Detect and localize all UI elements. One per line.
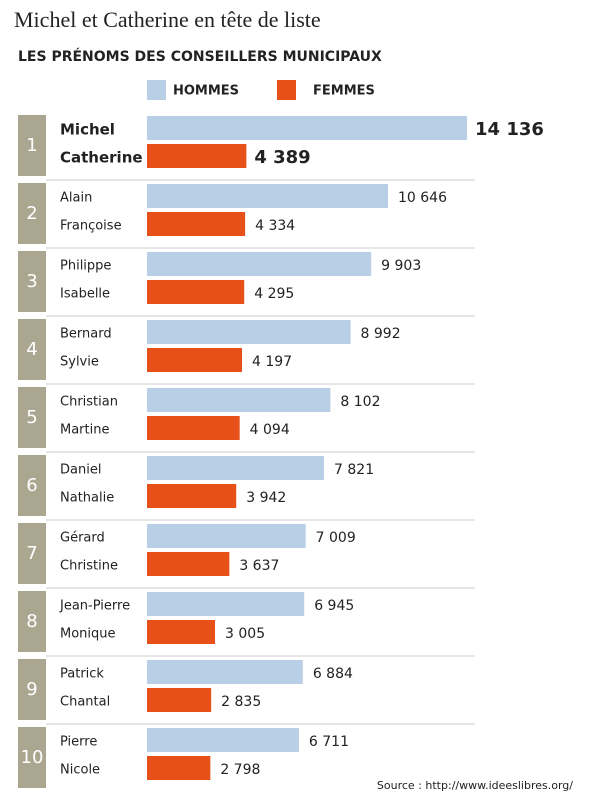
- name-label: Monique: [60, 627, 116, 642]
- bar: [147, 660, 303, 684]
- name-label: Isabelle: [60, 287, 110, 302]
- value-label: 14 136: [475, 119, 544, 140]
- bar: [147, 484, 237, 508]
- legend-swatch: [277, 80, 296, 100]
- rank-label: 2: [26, 203, 37, 224]
- bar: [147, 688, 212, 712]
- name-label: Patrick: [60, 667, 104, 682]
- rank-box: [18, 455, 46, 516]
- value-label: 8 102: [340, 394, 380, 410]
- bar: [147, 184, 388, 208]
- chart-subtitle: LES PRÉNOMS DES CONSEILLERS MUNICIPAUX: [18, 48, 382, 65]
- name-label: Martine: [60, 423, 109, 438]
- bar: [147, 456, 325, 480]
- value-label: 2 798: [220, 762, 260, 778]
- bar: [147, 252, 372, 276]
- name-label: Françoise: [60, 219, 122, 234]
- bar: [147, 212, 246, 236]
- name-label: Nathalie: [60, 491, 114, 506]
- name-label: Christian: [60, 395, 118, 410]
- name-label: Christine: [60, 559, 118, 574]
- value-label: 7 009: [316, 530, 356, 546]
- value-label: 6 884: [313, 666, 353, 682]
- value-label: 3 005: [225, 626, 265, 642]
- name-label: Nicole: [60, 763, 100, 778]
- value-label: 4 334: [255, 218, 295, 234]
- value-label: 2 835: [221, 694, 261, 710]
- bar: [147, 388, 331, 412]
- rank-label: 7: [26, 543, 37, 564]
- name-label: Bernard: [60, 327, 112, 342]
- rank-box: [18, 387, 46, 448]
- legend-swatch: [147, 80, 166, 100]
- rank-box: [18, 591, 46, 652]
- name-label: Pierre: [60, 735, 97, 750]
- rank-label: 10: [21, 747, 44, 768]
- value-label: 8 992: [361, 326, 401, 342]
- rank-label: 4: [26, 339, 37, 360]
- chart-title: Michel et Catherine en tête de liste: [14, 7, 321, 32]
- name-label: Michel: [60, 121, 115, 139]
- value-label: 4 197: [252, 354, 292, 370]
- value-label: 3 637: [239, 558, 279, 574]
- name-label: Catherine: [60, 149, 143, 167]
- bar: [147, 592, 305, 616]
- bar: [147, 144, 247, 168]
- value-label: 10 646: [398, 190, 447, 206]
- name-label: Chantal: [60, 695, 110, 710]
- name-label: Gérard: [60, 531, 105, 546]
- rank-label: 8: [26, 611, 37, 632]
- rank-label: 1: [26, 135, 37, 156]
- legend-label: FEMMES: [313, 84, 375, 99]
- source: Source : http://www.ideeslibres.org/: [377, 779, 573, 792]
- bar: [147, 620, 216, 644]
- rank-label: 3: [26, 271, 37, 292]
- bar: [147, 348, 243, 372]
- value-label: 4 295: [254, 286, 294, 302]
- rank-box: [18, 251, 46, 312]
- value-label: 6 711: [309, 734, 349, 750]
- bar: [147, 756, 211, 780]
- legend-label: HOMMES: [173, 84, 239, 99]
- bar: [147, 524, 306, 548]
- bar: [147, 116, 467, 140]
- name-label: Philippe: [60, 259, 111, 274]
- value-label: 9 903: [381, 258, 421, 274]
- name-label: Sylvie: [60, 355, 99, 370]
- bar: [147, 280, 245, 304]
- rank-box: [18, 183, 46, 244]
- value-label: 6 945: [314, 598, 354, 614]
- rank-box: [18, 115, 46, 176]
- name-label: Jean-Pierre: [59, 599, 130, 614]
- rank-box: [18, 659, 46, 720]
- bar: [147, 416, 240, 440]
- bar: [147, 320, 351, 344]
- name-label: Alain: [60, 191, 92, 206]
- rank-label: 6: [26, 475, 37, 496]
- value-label: 3 942: [246, 490, 286, 506]
- rank-box: [18, 727, 46, 788]
- rank-label: 9: [26, 679, 37, 700]
- bar: [147, 728, 299, 752]
- value-label: 4 389: [254, 147, 310, 168]
- value-label: 4 094: [250, 422, 290, 438]
- value-label: 7 821: [334, 462, 374, 478]
- rank-box: [18, 523, 46, 584]
- rank-label: 5: [26, 407, 37, 428]
- name-label: Daniel: [60, 463, 101, 478]
- rank-box: [18, 319, 46, 380]
- bar: [147, 552, 230, 576]
